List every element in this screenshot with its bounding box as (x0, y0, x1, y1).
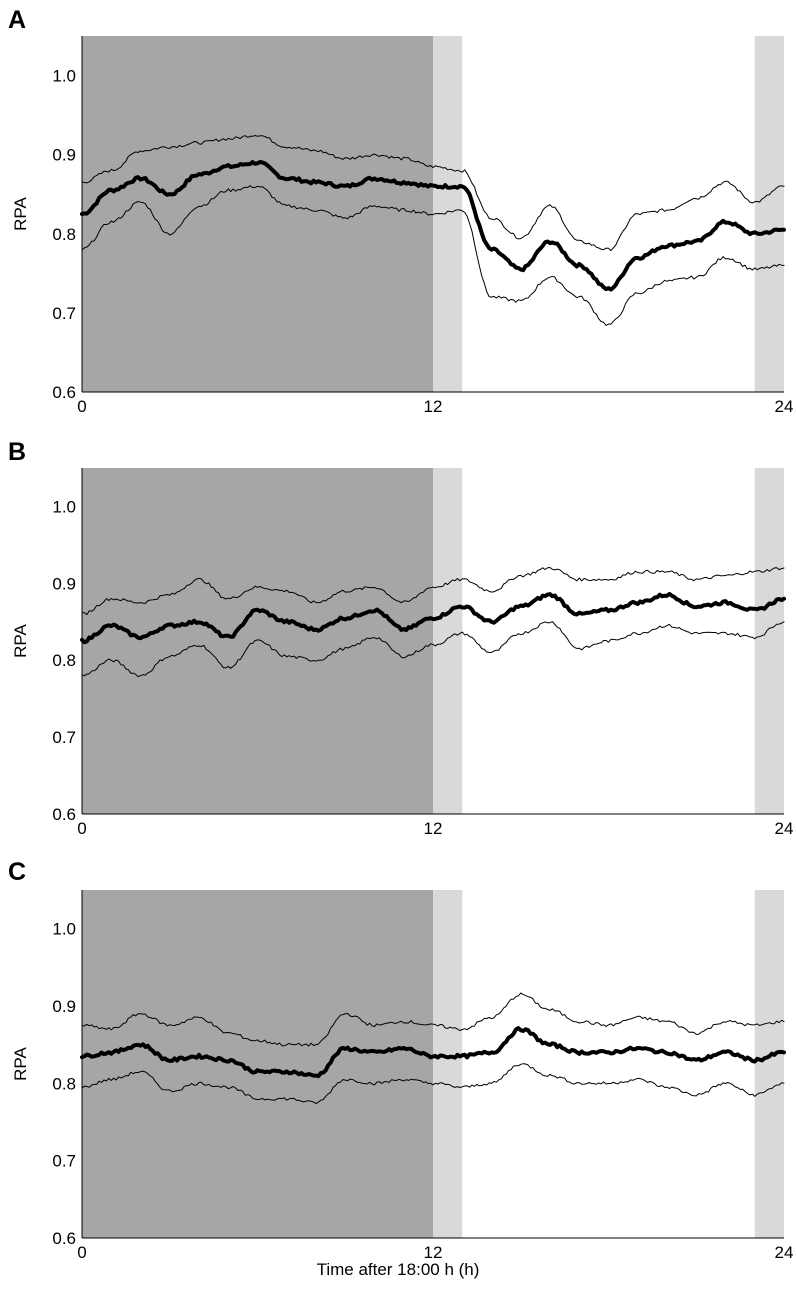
x-axis-label: Time after 18:00 h (h) (0, 1260, 796, 1280)
panel-b-y-tick-4: 1.0 (52, 497, 76, 516)
panel-a-shade-2 (755, 36, 784, 392)
panel-a-y-tick-0: 0.6 (52, 383, 76, 402)
panel-c-y-tick-2: 0.8 (52, 1074, 76, 1093)
panel-c-shade-1 (433, 890, 462, 1238)
panel-c-shade-2 (755, 890, 784, 1238)
panel-a-x-tick-0: 0 (77, 397, 86, 416)
panel-c-y-tick-4: 1.0 (52, 920, 76, 939)
panel-b-shade-1 (433, 468, 462, 814)
panel-c-y-tick-3: 0.9 (52, 997, 76, 1016)
panel-a-y-label: RPA (11, 196, 30, 230)
panel-a-y-tick-1: 0.7 (52, 304, 76, 323)
panel-b-y-label: RPA (11, 623, 30, 657)
panel-c-y-tick-0: 0.6 (52, 1229, 76, 1248)
panel-a-x-tick-1: 12 (424, 397, 443, 416)
panel-a-y-tick-2: 0.8 (52, 225, 76, 244)
panel-b-x-tick-1: 12 (424, 819, 443, 838)
panel-a-shade-0 (82, 36, 433, 392)
panel-b-y-tick-2: 0.8 (52, 651, 76, 670)
panel-b-y-tick-3: 0.9 (52, 574, 76, 593)
panel-a-y-tick-4: 1.0 (52, 67, 76, 86)
panel-c-y-label: RPA (11, 1046, 30, 1080)
panel-b-y-tick-1: 0.7 (52, 728, 76, 747)
panel-b-shade-0 (82, 468, 433, 814)
panel-a-y-tick-3: 0.9 (52, 146, 76, 165)
panel-b-x-tick-0: 0 (77, 819, 86, 838)
panel-c-shade-0 (82, 890, 433, 1238)
panel-b-x-tick-2: 24 (775, 819, 794, 838)
panel-a-x-tick-2: 24 (775, 397, 794, 416)
panel-b-shade-2 (755, 468, 784, 814)
panel-c-y-tick-1: 0.7 (52, 1152, 76, 1171)
panel-b-y-tick-0: 0.6 (52, 805, 76, 824)
